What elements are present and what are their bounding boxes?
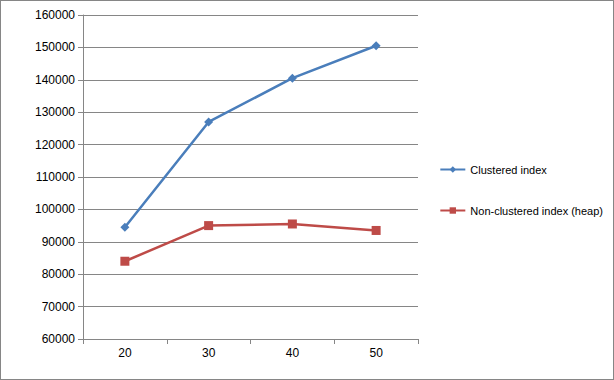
svg-text:130000: 130000 (35, 105, 75, 119)
svg-text:60000: 60000 (42, 332, 76, 346)
svg-text:20: 20 (118, 346, 132, 360)
svg-text:40: 40 (286, 346, 300, 360)
svg-text:80000: 80000 (42, 267, 76, 281)
svg-text:150000: 150000 (35, 40, 75, 54)
svg-text:120000: 120000 (35, 138, 75, 152)
svg-text:70000: 70000 (42, 300, 76, 314)
svg-text:140000: 140000 (35, 73, 75, 87)
svg-text:30: 30 (202, 346, 216, 360)
svg-text:90000: 90000 (42, 235, 76, 249)
svg-text:Non-clustered index (heap): Non-clustered index (heap) (470, 205, 603, 217)
svg-text:Clustered index: Clustered index (470, 164, 547, 176)
svg-text:160000: 160000 (35, 8, 75, 22)
svg-text:50: 50 (369, 346, 383, 360)
svg-text:100000: 100000 (35, 202, 75, 216)
svg-text:110000: 110000 (36, 170, 75, 184)
